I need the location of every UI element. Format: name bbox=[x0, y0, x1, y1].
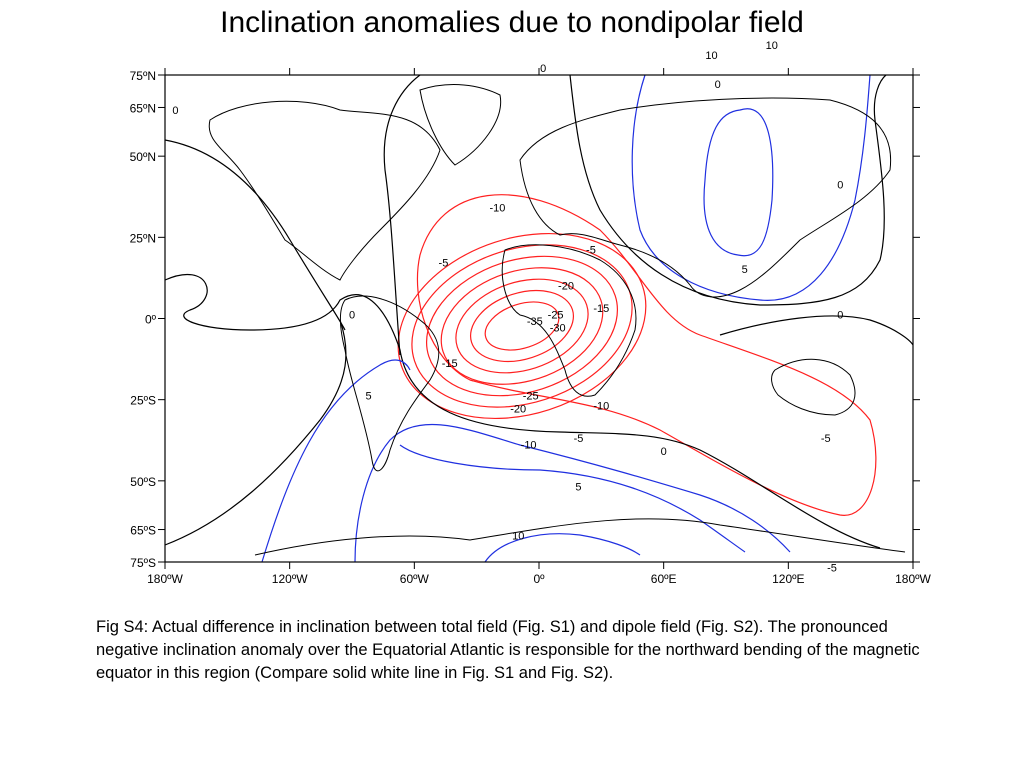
contour-label: -5 bbox=[439, 258, 449, 270]
x-tick-label: 120ºW bbox=[272, 572, 308, 586]
contour-label: 0 bbox=[172, 105, 178, 117]
y-tick-label: 75ºN bbox=[130, 69, 156, 83]
contour-label: -5 bbox=[586, 245, 596, 257]
contour-label: 5 bbox=[366, 391, 372, 403]
contour-label: 10 bbox=[512, 530, 524, 542]
y-tick-label: 75ºS bbox=[130, 556, 156, 570]
y-tick-label: 0º bbox=[145, 313, 157, 327]
coastline-layer bbox=[208, 84, 906, 556]
negative-contour bbox=[469, 289, 575, 363]
coastline bbox=[771, 358, 856, 416]
contour-label: -10 bbox=[489, 202, 505, 214]
contour-label: -10 bbox=[521, 439, 537, 451]
zero-contour bbox=[383, 74, 421, 356]
x-tick-label: 180ºW bbox=[147, 572, 183, 586]
negative-contour bbox=[425, 255, 619, 397]
negative-contour-tail bbox=[416, 194, 877, 516]
contour-label: 10 bbox=[766, 40, 778, 52]
contour-label: 0 bbox=[661, 446, 667, 458]
positive-contour bbox=[261, 359, 411, 563]
contour-label: -20 bbox=[510, 404, 526, 416]
coastline bbox=[254, 518, 906, 556]
coastline bbox=[519, 97, 892, 298]
positive-contour bbox=[484, 533, 641, 563]
coastline bbox=[340, 295, 440, 472]
contour-label-layer: -10-5-5-20-15-25-35-30-15-25-20 -10-5-100… bbox=[172, 40, 843, 575]
contour-label: 0 bbox=[540, 63, 546, 75]
zero-contour bbox=[719, 315, 914, 346]
contour-label: -25 bbox=[548, 310, 564, 322]
y-tick-label: 50ºN bbox=[130, 150, 156, 164]
contour-layer bbox=[164, 74, 914, 563]
contour-label: -30 bbox=[550, 322, 566, 334]
coastline bbox=[501, 244, 637, 397]
contour-label: -25 bbox=[523, 391, 539, 403]
negative-contour bbox=[440, 267, 604, 385]
coastline bbox=[419, 84, 502, 166]
contour-label: -35 bbox=[527, 316, 543, 328]
x-tick-label: 0º bbox=[533, 572, 545, 586]
contour-label: 0 bbox=[349, 310, 355, 322]
zero-contour bbox=[164, 139, 346, 331]
y-tick-label: 65ºS bbox=[130, 524, 156, 538]
contour-label: 0 bbox=[715, 79, 721, 91]
y-tick-label: 65ºN bbox=[130, 101, 156, 115]
slide-title: Inclination anomalies due to nondipolar … bbox=[220, 6, 804, 39]
coastline bbox=[208, 100, 441, 281]
x-tick-label: 60ºW bbox=[400, 572, 430, 586]
y-tick-label: 25ºN bbox=[130, 231, 156, 245]
contour-label: -15 bbox=[593, 303, 609, 315]
contour-label: -10 bbox=[593, 400, 609, 412]
x-tick-label: 60ºE bbox=[651, 572, 677, 586]
contour-label: 10 bbox=[705, 50, 717, 62]
x-tick-label: 180ºW bbox=[895, 572, 931, 586]
zero-contour bbox=[164, 273, 881, 549]
zero-contour bbox=[569, 74, 887, 306]
contour-label: 5 bbox=[575, 482, 581, 494]
positive-contour-10 bbox=[703, 108, 774, 257]
positive-contour bbox=[399, 444, 746, 553]
contour-label: -20 bbox=[558, 280, 574, 292]
contour-label: 0 bbox=[837, 180, 843, 192]
zero-contour bbox=[164, 319, 347, 546]
contour-label: 0 bbox=[837, 310, 843, 322]
negative-contour bbox=[484, 301, 560, 351]
x-tick-label: 120ºE bbox=[772, 572, 804, 586]
axis-layer: 75ºN 65ºN 50ºN 25ºN 0º 25ºS 50ºS 65ºS 75ºS 180ºW 1… bbox=[130, 68, 932, 586]
figure-caption: Fig S4: Actual difference in inclination… bbox=[96, 618, 920, 682]
contour-label: -5 bbox=[827, 563, 837, 575]
contour-label: 5 bbox=[742, 264, 748, 276]
contour-label: -15 bbox=[442, 358, 458, 370]
negative-contour bbox=[455, 278, 589, 374]
contour-label: -5 bbox=[574, 433, 584, 445]
contour-label: -5 bbox=[821, 433, 831, 445]
negative-contour bbox=[397, 232, 647, 420]
y-tick-label: 25ºS bbox=[130, 394, 156, 408]
positive-contour-5 bbox=[631, 74, 871, 301]
inclination-anomaly-map: -10-5-5-20-15-25-35-30-15-25-20 -10-5-100… bbox=[130, 40, 932, 586]
y-tick-label: 50ºS bbox=[130, 475, 156, 489]
positive-contour bbox=[354, 423, 791, 563]
